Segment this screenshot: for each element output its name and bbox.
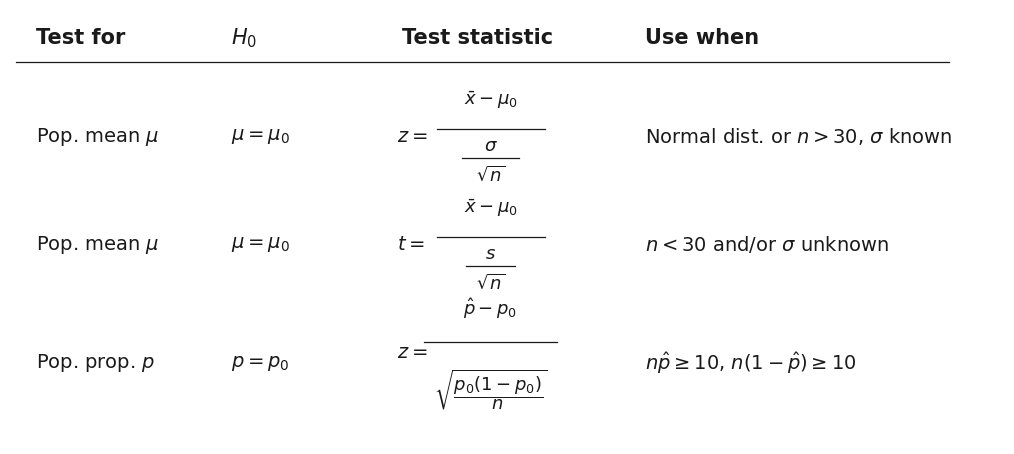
Text: $\sqrt{\dfrac{p_0(1-p_0)}{n}}$: $\sqrt{\dfrac{p_0(1-p_0)}{n}}$ bbox=[434, 368, 548, 412]
Text: Use when: Use when bbox=[645, 28, 758, 48]
Text: Pop. prop. $p$: Pop. prop. $p$ bbox=[35, 352, 154, 375]
Text: $p = p_0$: $p = p_0$ bbox=[230, 354, 289, 373]
Text: $s$: $s$ bbox=[485, 245, 496, 263]
Text: Pop. mean $\mu$: Pop. mean $\mu$ bbox=[35, 234, 159, 256]
Text: Test statistic: Test statistic bbox=[402, 28, 554, 48]
Text: $z =$: $z =$ bbox=[397, 343, 428, 362]
Text: $n < 30$ and/or $\sigma$ unknown: $n < 30$ and/or $\sigma$ unknown bbox=[645, 234, 889, 255]
Text: $n\hat{p} \geq 10$, $n(1 - \hat{p}) \geq 10$: $n\hat{p} \geq 10$, $n(1 - \hat{p}) \geq… bbox=[645, 350, 856, 376]
Text: $\hat{p} - p_0$: $\hat{p} - p_0$ bbox=[463, 296, 518, 321]
Text: $\bar{x} - \mu_0$: $\bar{x} - \mu_0$ bbox=[463, 197, 517, 219]
Text: Normal dist. or $n > 30$, $\sigma$ known: Normal dist. or $n > 30$, $\sigma$ known bbox=[645, 126, 952, 147]
Text: Test for: Test for bbox=[35, 28, 125, 48]
Text: $\sqrt{n}$: $\sqrt{n}$ bbox=[476, 274, 505, 293]
Text: Pop. mean $\mu$: Pop. mean $\mu$ bbox=[35, 126, 159, 148]
Text: $\sigma$: $\sigma$ bbox=[484, 138, 498, 155]
Text: $t =$: $t =$ bbox=[397, 235, 425, 254]
Text: $H_0$: $H_0$ bbox=[230, 26, 257, 49]
Text: $z =$: $z =$ bbox=[397, 127, 428, 146]
Text: $\bar{x} - \mu_0$: $\bar{x} - \mu_0$ bbox=[463, 90, 517, 112]
Text: $\sqrt{n}$: $\sqrt{n}$ bbox=[476, 166, 505, 185]
Text: $\mu = \mu_0$: $\mu = \mu_0$ bbox=[230, 235, 289, 254]
Text: $\mu = \mu_0$: $\mu = \mu_0$ bbox=[230, 127, 289, 146]
